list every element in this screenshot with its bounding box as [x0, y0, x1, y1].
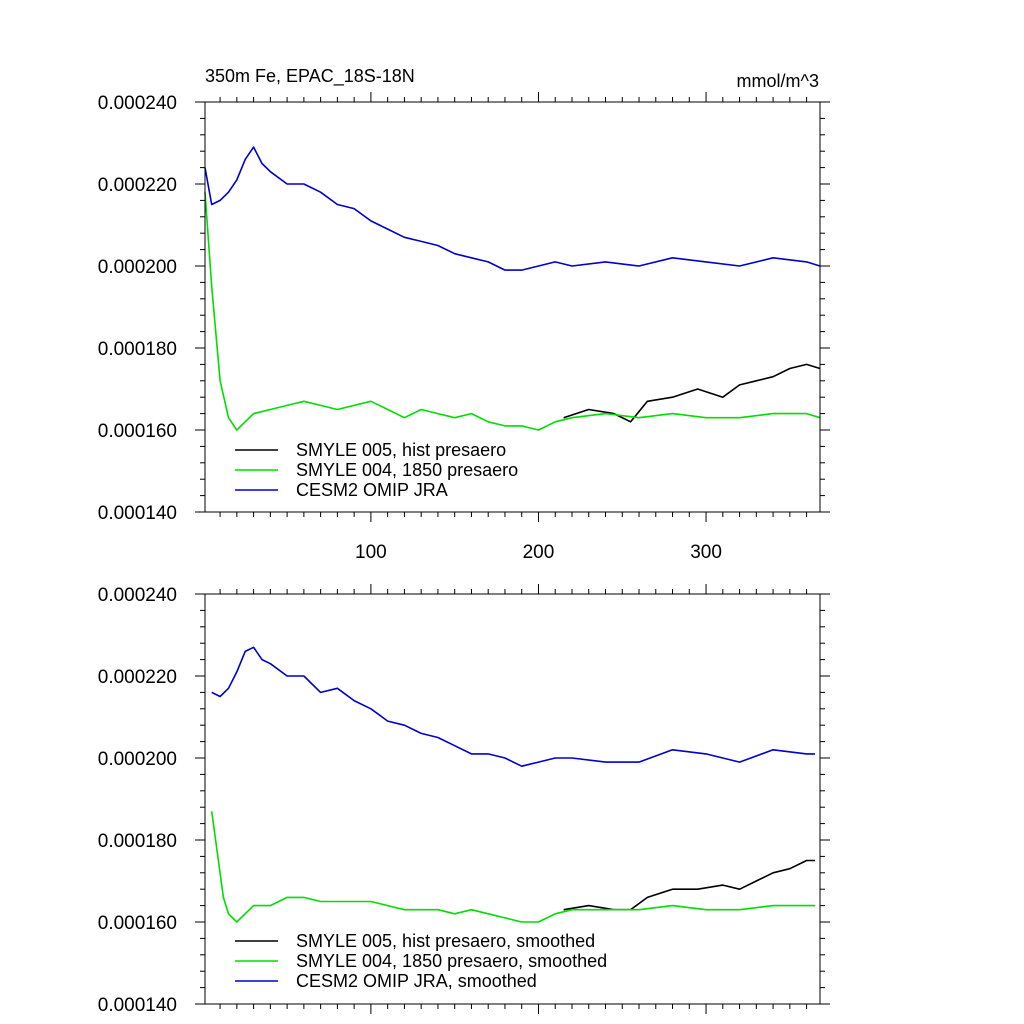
y-tick-label: 0.000240: [98, 93, 177, 114]
x-tick-label: 200: [523, 542, 555, 563]
legend-label: CESM2 OMIP JRA: [296, 480, 448, 500]
y-tick-label: 0.000240: [98, 585, 177, 606]
y-tick-label: 0.000200: [98, 749, 177, 770]
units-label: mmol/m^3: [737, 71, 819, 91]
chart-title: 350m Fe, EPAC_18S-18N: [205, 66, 415, 87]
legend-label: SMYLE 005, hist presaero, smoothed: [296, 931, 595, 951]
bottom-panel: 0.000140 0.000160 0.000180 0.000200 0.000220…: [98, 584, 830, 1016]
plot-frame: [204, 593, 821, 1005]
legend-label: SMYLE 004, 1850 presaero: [296, 460, 518, 480]
series-line-2: [210, 811, 815, 923]
y-tick-label: 0.000200: [98, 257, 177, 278]
x-tick-label: 100: [355, 542, 387, 563]
top-panel: 350m Fe, EPAC_18S-18N mmol/m^3 0.0001400…: [98, 66, 830, 563]
y-tick-label: 0.000140: [98, 503, 177, 524]
series-line-2: [204, 192, 821, 431]
y-tick-label: 0.000160: [98, 913, 177, 934]
y-tick-label: 0.000220: [98, 175, 177, 196]
plot-area: 0.000140 0.000160 0.000180 0.000200 0.000220…: [98, 92, 830, 563]
legend: SMYLE 005, hist presaero, smoothedSMYLE …: [235, 931, 607, 991]
series-line-1: [563, 859, 815, 911]
y-tick-label: 0.000140: [98, 995, 177, 1016]
plot-frame: [204, 101, 821, 513]
y-tick-label: 0.000180: [98, 339, 177, 360]
x-tick-label: 300: [690, 542, 722, 563]
plot-area: 0.000140 0.000160 0.000180 0.000200 0.000220…: [98, 584, 830, 1016]
y-tick-label: 0.000220: [98, 667, 177, 688]
legend-label: SMYLE 004, 1850 presaero, smoothed: [296, 951, 607, 971]
legend-label: CESM2 OMIP JRA, smoothed: [296, 971, 537, 991]
legend-label: SMYLE 005, hist presaero: [296, 440, 506, 460]
y-tick-label: 0.000180: [98, 831, 177, 852]
y-tick-label: 0.000160: [98, 421, 177, 442]
series-line-3: [204, 146, 821, 271]
series-line-3: [211, 646, 815, 768]
